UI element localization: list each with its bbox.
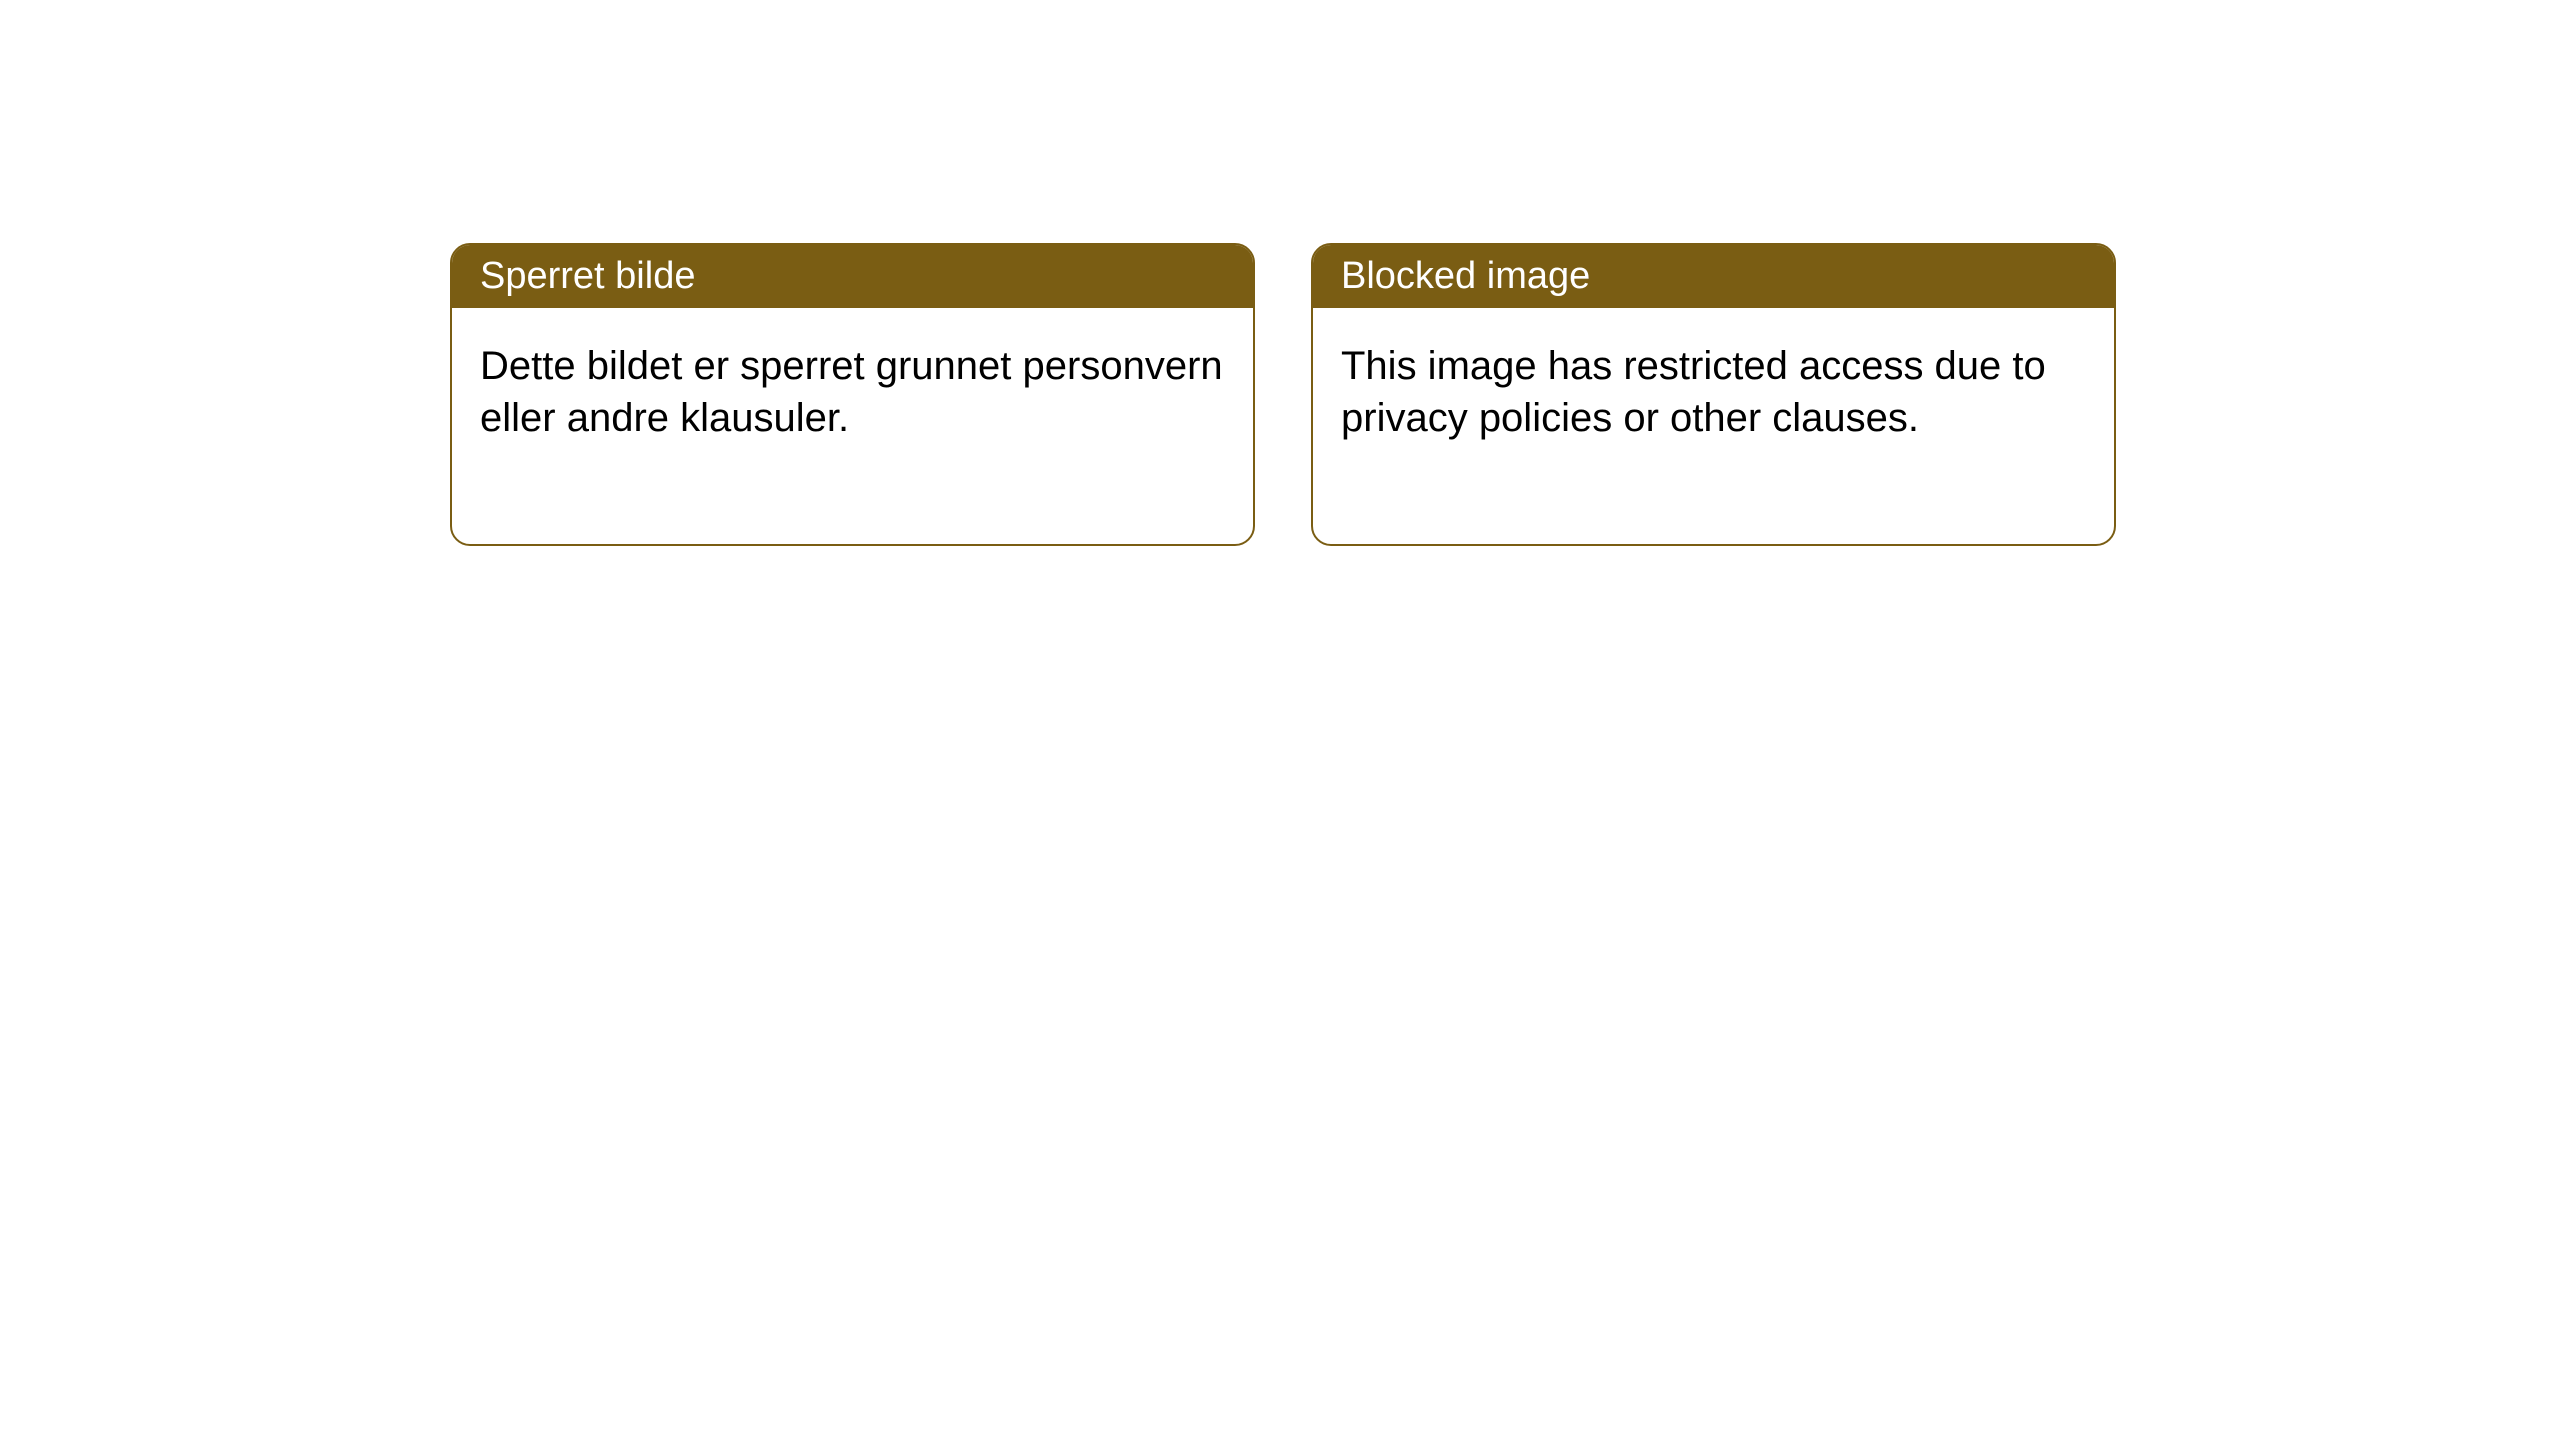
notice-card-body: Dette bildet er sperret grunnet personve… (452, 308, 1253, 544)
notice-card-title: Sperret bilde (452, 245, 1253, 308)
notice-card-norwegian: Sperret bilde Dette bildet er sperret gr… (450, 243, 1255, 546)
notice-card-title: Blocked image (1313, 245, 2114, 308)
notice-cards-container: Sperret bilde Dette bildet er sperret gr… (0, 0, 2560, 546)
notice-card-english: Blocked image This image has restricted … (1311, 243, 2116, 546)
notice-card-body: This image has restricted access due to … (1313, 308, 2114, 544)
